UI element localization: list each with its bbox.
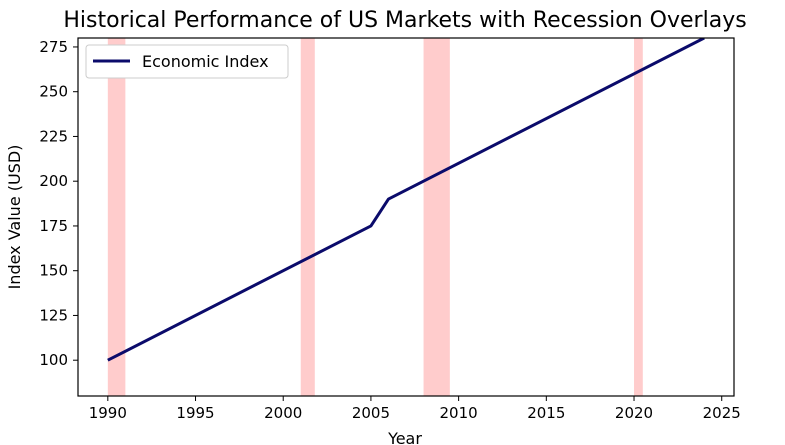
y-axis-ticks: 100 125 150 175 200 225 250 275 bbox=[39, 38, 78, 369]
x-axis-label: Year bbox=[387, 429, 422, 445]
recession-band-0 bbox=[107, 38, 126, 396]
legend-label-0: Economic Index bbox=[142, 52, 269, 71]
recession-bands bbox=[107, 38, 643, 396]
recession-band-2 bbox=[423, 38, 450, 396]
series-lines bbox=[107, 38, 705, 362]
y-tick-label-0: 100 bbox=[39, 351, 68, 369]
y-tick-label-2: 150 bbox=[39, 262, 68, 280]
chart-title: Historical Performance of US Markets wit… bbox=[63, 8, 746, 33]
recession-band-3 bbox=[634, 38, 643, 396]
x-tick-label-2: 2000 bbox=[264, 404, 302, 422]
y-tick-label-5: 225 bbox=[39, 127, 68, 145]
x-tick-label-3: 2005 bbox=[352, 404, 390, 422]
x-tick-label-4: 2010 bbox=[440, 404, 478, 422]
x-tick-label-5: 2015 bbox=[527, 404, 565, 422]
legend: Economic Index bbox=[85, 44, 289, 79]
y-tick-label-3: 175 bbox=[39, 217, 68, 235]
y-tick-label-6: 250 bbox=[39, 83, 68, 101]
x-axis-ticks: 1990 1995 2000 2005 2010 2015 2020 2025 bbox=[89, 396, 741, 422]
x-tick-label-7: 2025 bbox=[703, 404, 741, 422]
recession-band-1 bbox=[300, 38, 315, 396]
legend-box bbox=[85, 44, 289, 79]
plot-frame bbox=[77, 37, 735, 397]
x-tick-label-6: 2020 bbox=[615, 404, 653, 422]
y-tick-label-1: 125 bbox=[39, 306, 68, 324]
y-axis-label: Index Value (USD) bbox=[5, 145, 24, 290]
x-tick-label-0: 1990 bbox=[89, 404, 127, 422]
x-tick-label-1: 1995 bbox=[176, 404, 214, 422]
y-tick-label-4: 200 bbox=[39, 172, 68, 190]
series-line-0 bbox=[107, 38, 705, 362]
y-tick-label-7: 275 bbox=[39, 38, 68, 56]
